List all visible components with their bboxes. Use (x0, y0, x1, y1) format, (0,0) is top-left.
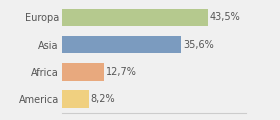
Bar (62, 90, 89, 108)
Text: 12,7%: 12,7% (106, 67, 137, 77)
Bar (62, 9, 208, 26)
Bar (62, 63, 104, 81)
Text: 8,2%: 8,2% (91, 94, 115, 104)
Bar (62, 36, 181, 53)
Text: 43,5%: 43,5% (209, 12, 240, 22)
Text: 35,6%: 35,6% (183, 40, 214, 50)
